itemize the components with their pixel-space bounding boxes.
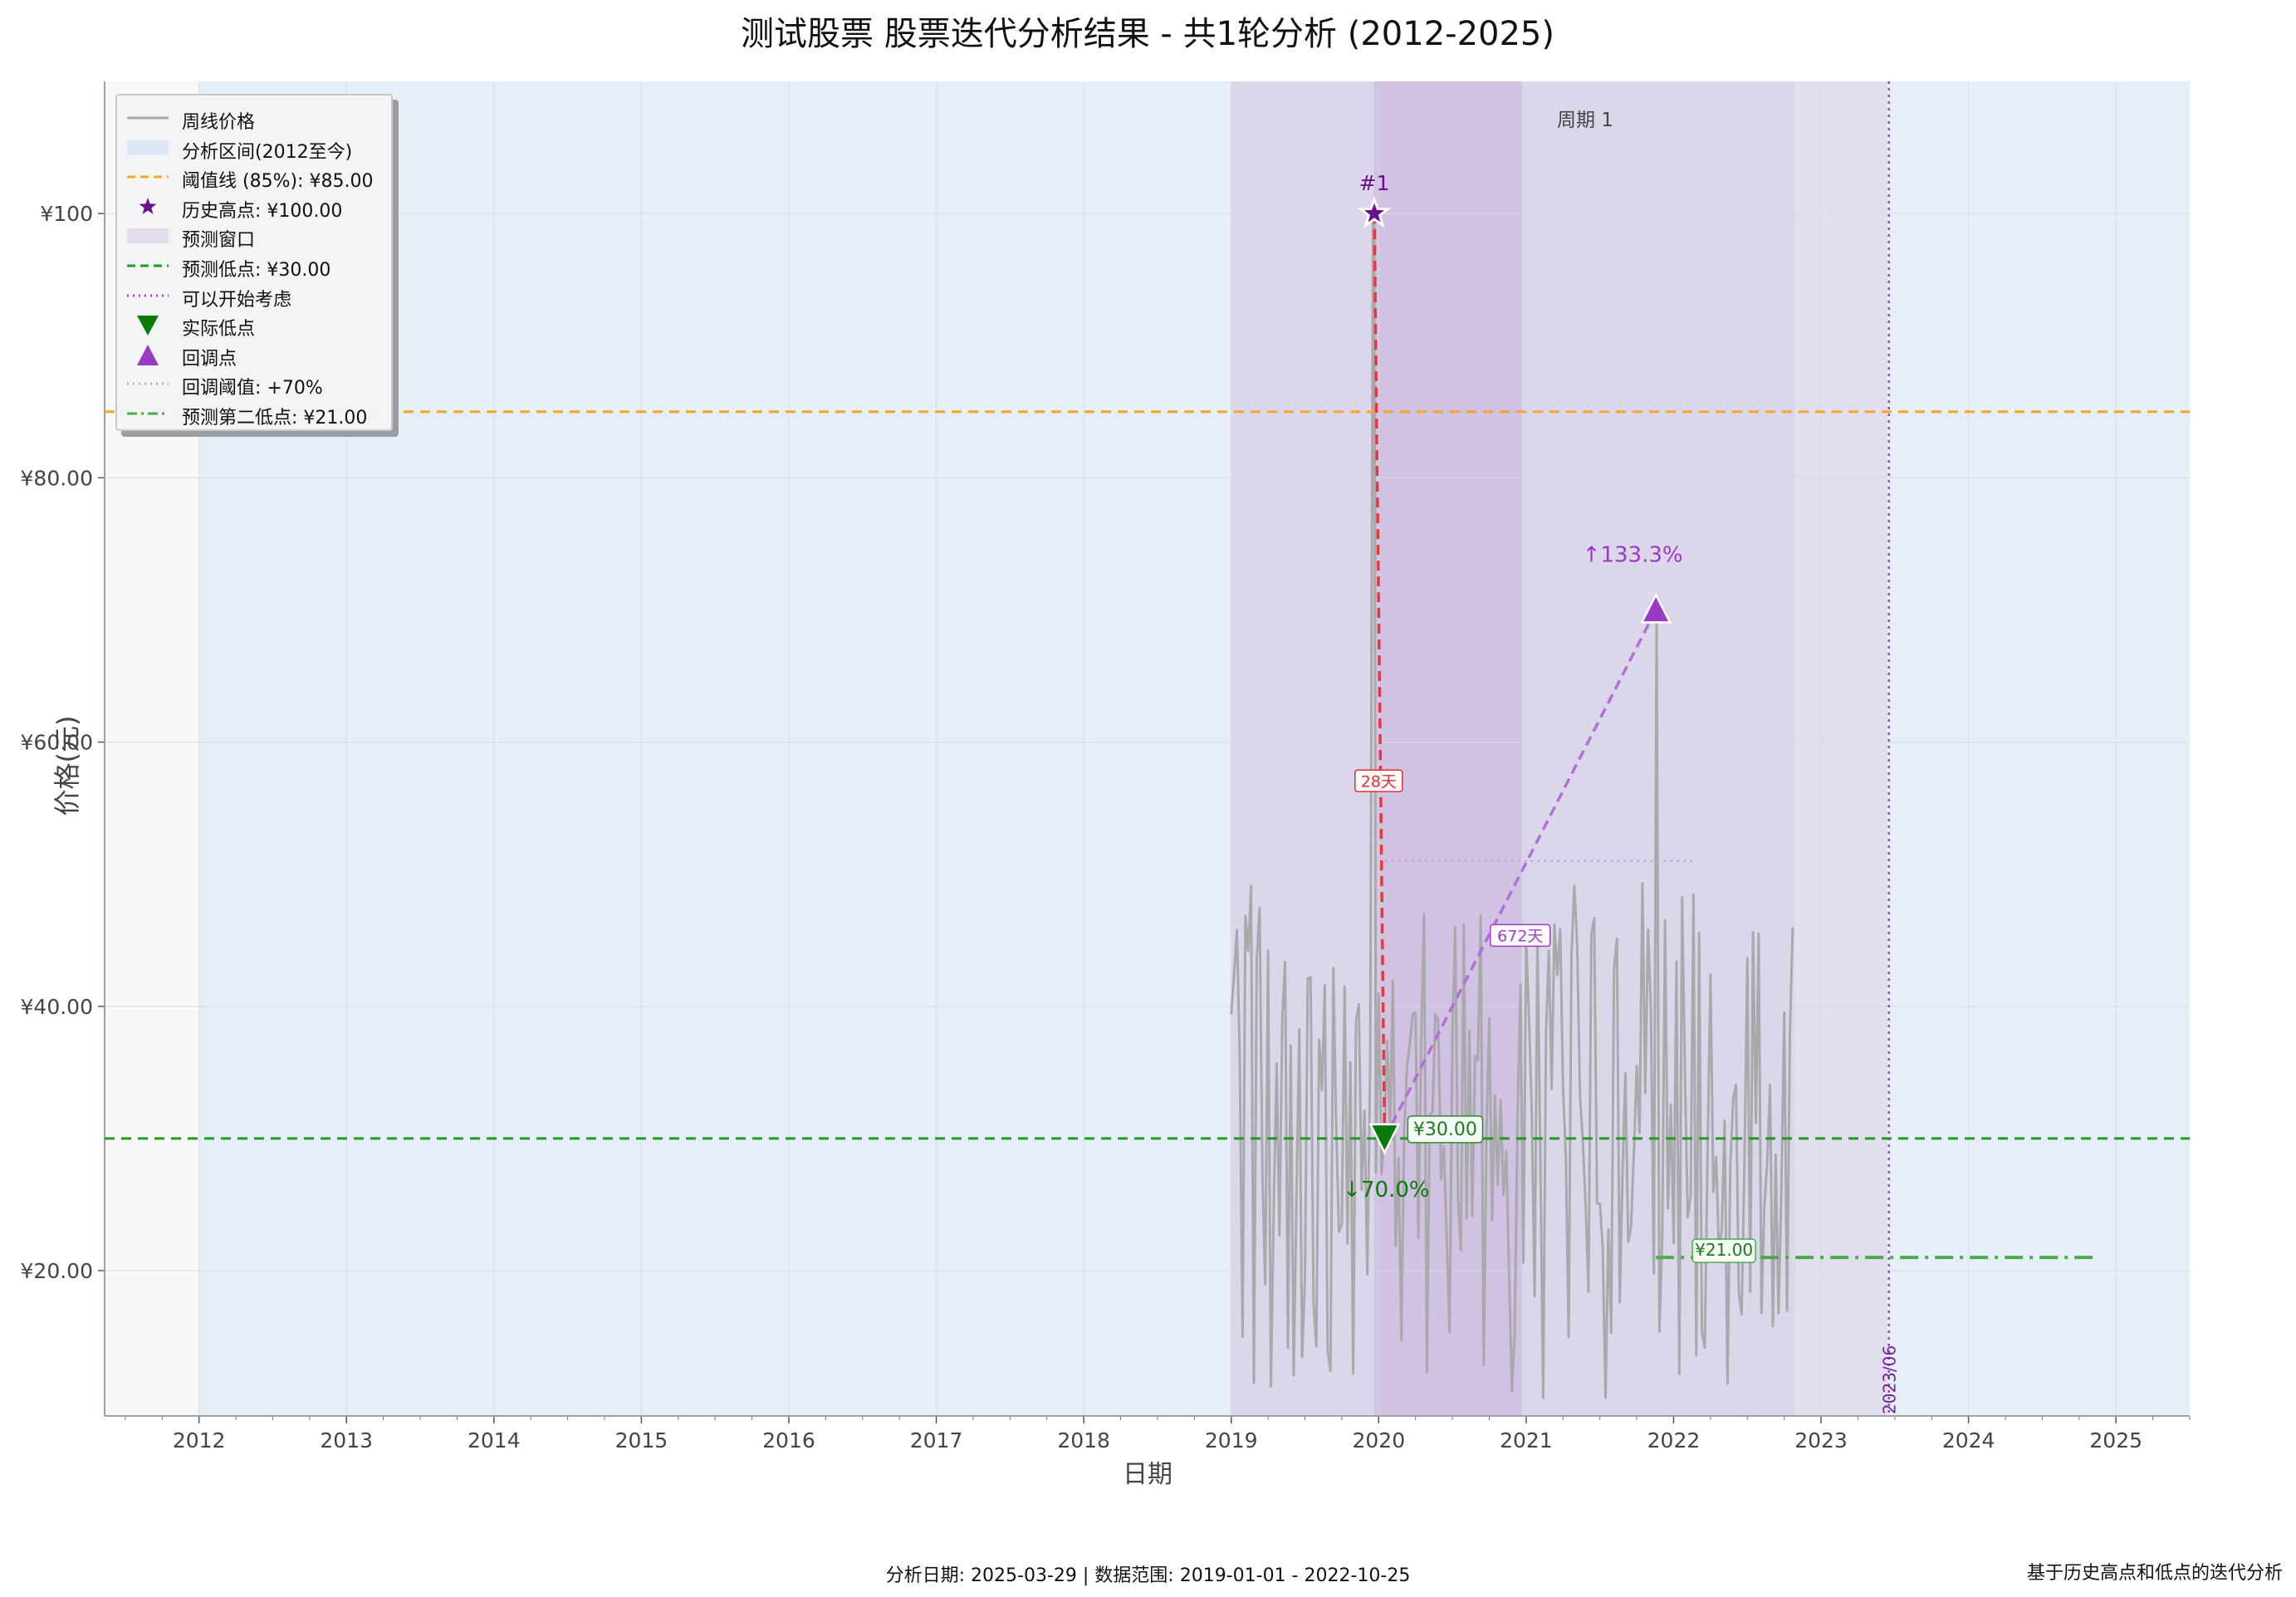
consider-start-label: 2023/06	[1880, 1345, 1900, 1414]
legend-label: 周线价格	[182, 112, 256, 133]
x-tick-label: 2022	[1647, 1428, 1701, 1452]
second-low-label: ¥21.00	[1695, 1240, 1753, 1260]
legend-label: 回调点	[182, 348, 237, 370]
x-tick-label: 2020	[1352, 1428, 1405, 1452]
legend-label: 分析区间(2012至今)	[182, 141, 353, 163]
y-tick-label: ¥40.00	[21, 995, 93, 1019]
duration-label-1: 28天	[1361, 772, 1397, 791]
legend-label: 实际低点	[182, 319, 256, 340]
legend-item: 回调点	[117, 340, 391, 370]
footer-method-note: 基于历史高点和低点的迭代分析	[2026, 1563, 2283, 1584]
peak-star-marker	[1357, 195, 1392, 228]
legend-symbol	[127, 294, 169, 297]
legend-symbol	[127, 412, 169, 415]
legend-item: 分析区间(2012至今)	[117, 134, 391, 163]
x-tick-label: 2015	[615, 1428, 668, 1452]
legend-item: 实际低点	[117, 311, 391, 340]
legend-label: 可以开始考虑	[182, 289, 292, 311]
footer-analysis-info: 分析日期: 2025-03-29 | 数据范围: 2019-01-01 - 20…	[885, 1565, 1411, 1586]
legend-item: 预测第二低点: ¥21.00	[117, 399, 391, 429]
legend-item: 预测窗口	[117, 222, 391, 252]
legend-symbol	[127, 228, 169, 244]
legend-item: 回调阈值: +70%	[117, 370, 391, 399]
rebound-marker	[1640, 592, 1672, 624]
legend-patch-swatch	[127, 228, 169, 244]
legend-symbol	[127, 175, 169, 179]
x-tick-label: 2019	[1205, 1428, 1258, 1452]
legend-symbol	[127, 382, 169, 385]
x-tick-label: 2023	[1794, 1428, 1848, 1452]
rebound-path	[1383, 609, 1657, 1139]
duration-label-box-2	[1490, 923, 1551, 948]
x-tick-label: 2014	[468, 1428, 521, 1452]
cycle-label: 周期 1	[1557, 110, 1613, 131]
peak-label: #1	[1359, 171, 1390, 195]
x-axis-label: 日期	[1123, 1460, 1172, 1489]
legend-item: 阈值线 (85%): ¥85.00	[117, 163, 391, 193]
x-tick-label: 2025	[2089, 1428, 2142, 1452]
chart-title: 测试股票 股票迭代分析结果 - 共1轮分析 (2012-2025)	[741, 15, 1554, 53]
y-tick-label: ¥80.00	[21, 466, 93, 490]
shaded-region-1	[198, 81, 2190, 1416]
legend-item: 历史高点: ¥100.00	[117, 193, 391, 222]
legend-label: 预测窗口	[182, 230, 256, 252]
legend-patch-swatch	[127, 140, 169, 155]
legend-label: 预测第二低点: ¥21.00	[182, 408, 368, 429]
legend-label: 阈值线 (85%): ¥85.00	[182, 171, 374, 193]
second-low-label-box	[1691, 1238, 1756, 1263]
decline-path	[1373, 213, 1387, 1139]
x-tick-label: 2017	[910, 1428, 963, 1452]
legend-symbol	[137, 344, 159, 365]
duration-label-box-1	[1354, 769, 1403, 793]
y-tick-label: ¥100	[40, 202, 93, 226]
legend-symbol	[137, 316, 159, 336]
y-tick-label: ¥60.00	[21, 731, 93, 755]
legend-star-swatch	[139, 197, 157, 214]
shaded-region-3	[1231, 81, 1887, 1416]
x-tick-label: 2012	[173, 1428, 226, 1452]
y-tick-label: ¥20.00	[21, 1259, 93, 1283]
actual-low-marker	[1368, 1123, 1401, 1155]
legend-symbol	[127, 140, 169, 155]
legend-triangle-up-swatch	[137, 344, 159, 365]
legend-label: 回调阈值: +70%	[182, 378, 323, 399]
duration-label-2: 672天	[1497, 927, 1543, 945]
legend-label: 历史高点: ¥100.00	[182, 200, 343, 222]
y-axis-label: 价格(元)	[51, 716, 83, 816]
low-price-box	[1407, 1115, 1484, 1144]
x-tick-label: 2021	[1500, 1428, 1553, 1452]
weekly-price-line	[1230, 212, 1794, 1399]
x-tick-label: 2018	[1057, 1428, 1110, 1452]
legend-item: 周线价格	[117, 104, 391, 133]
legend-symbol	[127, 264, 169, 267]
x-tick-label: 2016	[762, 1428, 815, 1452]
rebound-percent-label: ↑133.3%	[1583, 542, 1683, 567]
x-tick-label: 2024	[1942, 1428, 1995, 1452]
legend-symbol	[139, 197, 157, 214]
low-price-label: ¥30.00	[1413, 1119, 1477, 1140]
legend-symbol	[127, 116, 169, 120]
x-tick-label: 2013	[320, 1428, 373, 1452]
chart-legend: 周线价格分析区间(2012至今) 阈值线 (85%): ¥85.00 历史高点: ¥…	[115, 94, 393, 431]
decline-percent-label: ↓70.0%	[1343, 1178, 1429, 1203]
legend-item: 预测低点: ¥30.00	[117, 252, 391, 281]
legend-label: 预测低点: ¥30.00	[182, 260, 331, 281]
legend-item: 可以开始考虑	[117, 282, 391, 311]
legend-triangle-down-swatch	[137, 316, 159, 336]
